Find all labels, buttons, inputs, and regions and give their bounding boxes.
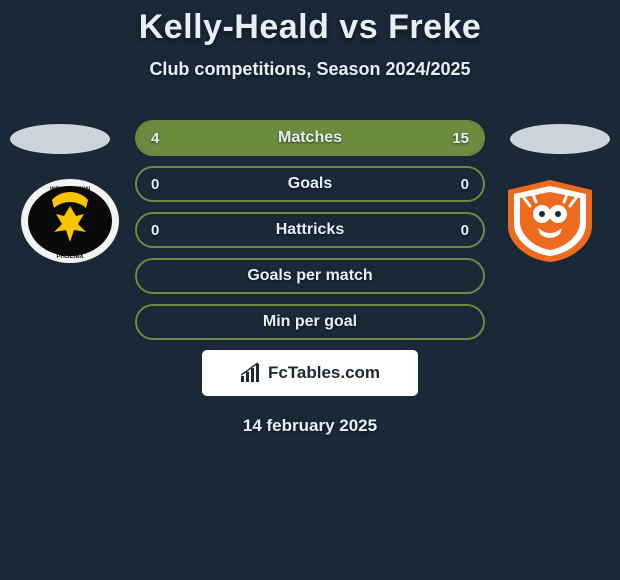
stat-label: Goals (288, 175, 332, 193)
date-label: 14 february 2025 (0, 416, 620, 436)
comparison-card: Kelly-Heald vs Freke Club competitions, … (0, 0, 620, 436)
stat-fill-right (210, 122, 483, 154)
stat-row-hattricks: 0 Hattricks 0 (135, 212, 485, 248)
stat-label: Matches (278, 129, 342, 147)
stat-label: Min per goal (263, 313, 357, 331)
stat-label: Goals per match (247, 267, 372, 285)
stat-row-goals-per-match: Goals per match (135, 258, 485, 294)
stat-right-value: 0 (461, 222, 469, 239)
stat-right-value: 0 (461, 176, 469, 193)
crest-left-text-top: WELLINGTON (50, 187, 90, 193)
stats-list: 4 Matches 15 0 Goals 0 0 Hattricks 0 Goa… (135, 120, 485, 340)
club-crest-left: WELLINGTON PHOENIX (20, 178, 120, 264)
stat-fill-left (137, 122, 210, 154)
club-crest-right (500, 178, 600, 264)
stat-row-min-per-goal: Min per goal (135, 304, 485, 340)
crest-left-text-bottom: PHOENIX (56, 254, 83, 260)
stat-left-value: 0 (151, 222, 159, 239)
stat-row-matches: 4 Matches 15 (135, 120, 485, 156)
stat-left-value: 0 (151, 176, 159, 193)
player-photo-right (510, 124, 610, 154)
page-title: Kelly-Heald vs Freke (0, 8, 620, 47)
stat-row-goals: 0 Goals 0 (135, 166, 485, 202)
fctables-link[interactable]: FcTables.com (202, 350, 418, 396)
stat-left-value: 4 (151, 130, 159, 147)
player-photo-left (10, 124, 110, 154)
stat-right-value: 15 (452, 130, 469, 147)
page-subtitle: Club competitions, Season 2024/2025 (0, 59, 620, 80)
fctables-label: FcTables.com (268, 363, 380, 383)
stat-label: Hattricks (276, 221, 344, 239)
bar-chart-icon (240, 362, 262, 384)
